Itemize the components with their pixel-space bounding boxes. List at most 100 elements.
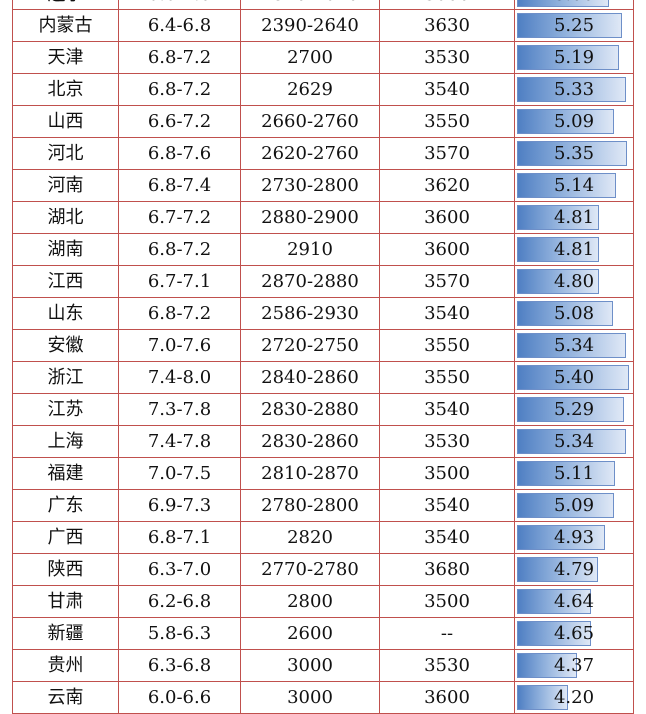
data-bar (517, 269, 599, 294)
score-cell: 5.19 (515, 42, 634, 73)
value-cell: 3530 (380, 650, 515, 681)
value-cell: 3550 (380, 362, 515, 393)
region-cell: 天津 (12, 42, 119, 73)
ph-cell: 6.8-7.1 (119, 522, 241, 553)
value-cell: 3540 (380, 490, 515, 521)
ph-cell: 6.8-7.6 (119, 138, 241, 169)
data-bar (517, 493, 614, 518)
ph-cell: 6.8-7.2 (119, 74, 241, 105)
score-label: 5.40 (553, 367, 595, 388)
range-cell: 2600 (241, 618, 380, 649)
ph-cell: 6.3-6.8 (119, 650, 241, 681)
score-label: 5.00 (515, 0, 633, 10)
data-bar (517, 0, 609, 7)
range-cell: 2770-2780 (241, 554, 380, 585)
score-label: 5.09 (553, 495, 595, 516)
value-cell: 3550 (380, 330, 515, 361)
value-cell: 3530 (380, 426, 515, 457)
data-bar (517, 173, 616, 198)
data-bar (517, 621, 591, 646)
data-bar (517, 525, 605, 550)
data-bar (517, 109, 614, 134)
range-cell: 2820 (241, 522, 380, 553)
table-row: 陕西 6.3-7.0 2770-2780 3680 4.79 (12, 554, 634, 586)
value-cell: 3570 (380, 138, 515, 169)
region-cell: 山西 (12, 106, 119, 137)
table-row: 甘肃 6.2-6.8 2800 3500 4.64 (12, 586, 634, 618)
table-row: 浙江 7.4-8.0 2840-2860 3550 5.40 (12, 362, 634, 394)
score-label: 4.93 (553, 527, 595, 548)
value-cell: 3530 (380, 42, 515, 73)
data-bar (517, 301, 613, 326)
range-cell: 2810-2870 (241, 458, 380, 489)
data-bar (517, 77, 626, 102)
ph-cell: 6.9-7.3 (119, 490, 241, 521)
ph-cell: 6.4-6.8 (119, 10, 241, 41)
table-row: 河北 6.8-7.6 2620-2760 3570 5.35 (12, 138, 634, 170)
region-cell: 贵州 (12, 650, 119, 681)
value-cell: 3600 (380, 234, 515, 265)
table-row: 山西 6.6-7.2 2660-2760 3550 5.09 (12, 106, 634, 138)
table-row: 江西 6.7-7.1 2870-2880 3570 4.80 (12, 266, 634, 298)
score-label: 4.37 (553, 655, 595, 676)
data-bar (517, 365, 629, 390)
data-bar (517, 237, 599, 262)
score-label: 5.34 (553, 335, 595, 356)
region-cell: 云南 (12, 682, 119, 713)
ph-cell: 6.0-6.6 (119, 682, 241, 713)
range-cell: 2586-2930 (241, 298, 380, 329)
table-row: 内蒙古 6.4-6.8 2390-2640 3630 5.25 (12, 10, 634, 42)
table-row: 辽宁6.6-7.02570-267036005.00 (12, 0, 634, 10)
ph-cell: 6.8-7.2 (119, 234, 241, 265)
ph-cell: 6.3-7.0 (119, 554, 241, 585)
score-label: 4.81 (553, 207, 595, 228)
range-cell: 2910 (241, 234, 380, 265)
region-cell: 浙江 (12, 362, 119, 393)
ph-cell: 7.4-8.0 (119, 362, 241, 393)
range-cell: 2880-2900 (241, 202, 380, 233)
score-label: 5.29 (553, 399, 595, 420)
region-cell: 广西 (12, 522, 119, 553)
region-cell: 江苏 (12, 394, 119, 425)
range-cell: 3000 (241, 682, 380, 713)
value-cell: 3540 (380, 522, 515, 553)
region-cell: 内蒙古 (12, 10, 119, 41)
table-row: 湖北 6.7-7.2 2880-2900 3600 4.81 (12, 202, 634, 234)
ph-cell: 6.8-7.2 (119, 298, 241, 329)
score-label: 4.20 (553, 687, 595, 708)
score-cell: 4.79 (515, 554, 634, 585)
range-cell: 2700 (241, 42, 380, 73)
score-label: 4.64 (553, 591, 595, 612)
score-label: 5.19 (553, 47, 595, 68)
range-cell: 2629 (241, 74, 380, 105)
data-bar (517, 653, 577, 678)
range-cell: 2830-2860 (241, 426, 380, 457)
table-row: 贵州 6.3-6.8 3000 3530 4.37 (12, 650, 634, 682)
data-bar (517, 205, 599, 230)
score-cell: 4.80 (515, 266, 634, 297)
value-cell: 3500 (380, 458, 515, 489)
table-row: 安徽 7.0-7.6 2720-2750 3550 5.34 (12, 330, 634, 362)
data-bar (517, 397, 624, 422)
ph-cell: 7.0-7.5 (119, 458, 241, 489)
range-cell: 2800 (241, 586, 380, 617)
region-cell: 河北 (12, 138, 119, 169)
value-cell: 3500 (380, 586, 515, 617)
data-bar (517, 13, 622, 38)
score-cell: 4.65 (515, 618, 634, 649)
score-cell: 5.14 (515, 170, 634, 201)
table-row: 湖南 6.8-7.2 2910 3600 4.81 (12, 234, 634, 266)
score-cell: 5.35 (515, 138, 634, 169)
score-cell: 5.09 (515, 490, 634, 521)
table-row: 江苏 7.3-7.8 2830-2880 3540 5.29 (12, 394, 634, 426)
ph-cell: 6.7-7.2 (119, 202, 241, 233)
range-cell: 2720-2750 (241, 330, 380, 361)
score-cell: 5.34 (515, 426, 634, 457)
score-cell: 5.33 (515, 74, 634, 105)
score-label: 5.14 (553, 175, 595, 196)
data-bar (517, 557, 598, 582)
score-label: 5.33 (553, 79, 595, 100)
score-label: 5.11 (553, 463, 595, 484)
score-label: 4.80 (553, 271, 595, 292)
range-cell: 2570-2670 (241, 0, 380, 10)
